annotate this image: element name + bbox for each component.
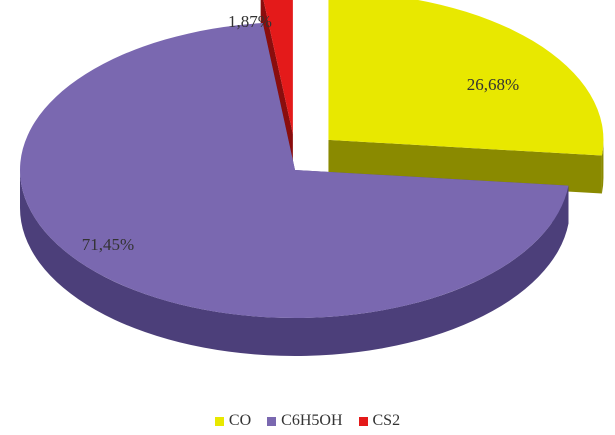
legend-item-cs2: CS2 — [358, 412, 401, 430]
pie-slice-cs2-top — [263, 0, 293, 135]
pie-slice-co-side-0 — [601, 139, 604, 194]
pie-slice-c6h5oh-side-0 — [20, 170, 569, 356]
data-label-co: 26,68% — [467, 75, 519, 94]
legend-item-co: CO — [214, 412, 252, 430]
chart-legend: CO C6H5OH CS2 — [0, 412, 615, 430]
pie-slice-c6h5oh — [20, 23, 569, 356]
data-label-cs2: 1,87% — [228, 12, 272, 31]
data-label-c6h5oh: 71,45% — [82, 235, 134, 254]
pie-slice-c6h5oh-top — [20, 23, 569, 318]
legend-swatch-co — [214, 416, 224, 426]
pie-slice-co-top — [328, 0, 604, 156]
legend-swatch-cs2 — [358, 416, 368, 426]
pie-slice-co — [328, 0, 604, 194]
legend-label-cs2: CS2 — [372, 412, 401, 429]
legend-label-c6h5oh: C6H5OH — [281, 412, 343, 429]
legend-item-c6h5oh: C6H5OH — [267, 412, 343, 430]
legend-swatch-c6h5oh — [267, 416, 277, 426]
legend-label-co: CO — [228, 412, 252, 429]
